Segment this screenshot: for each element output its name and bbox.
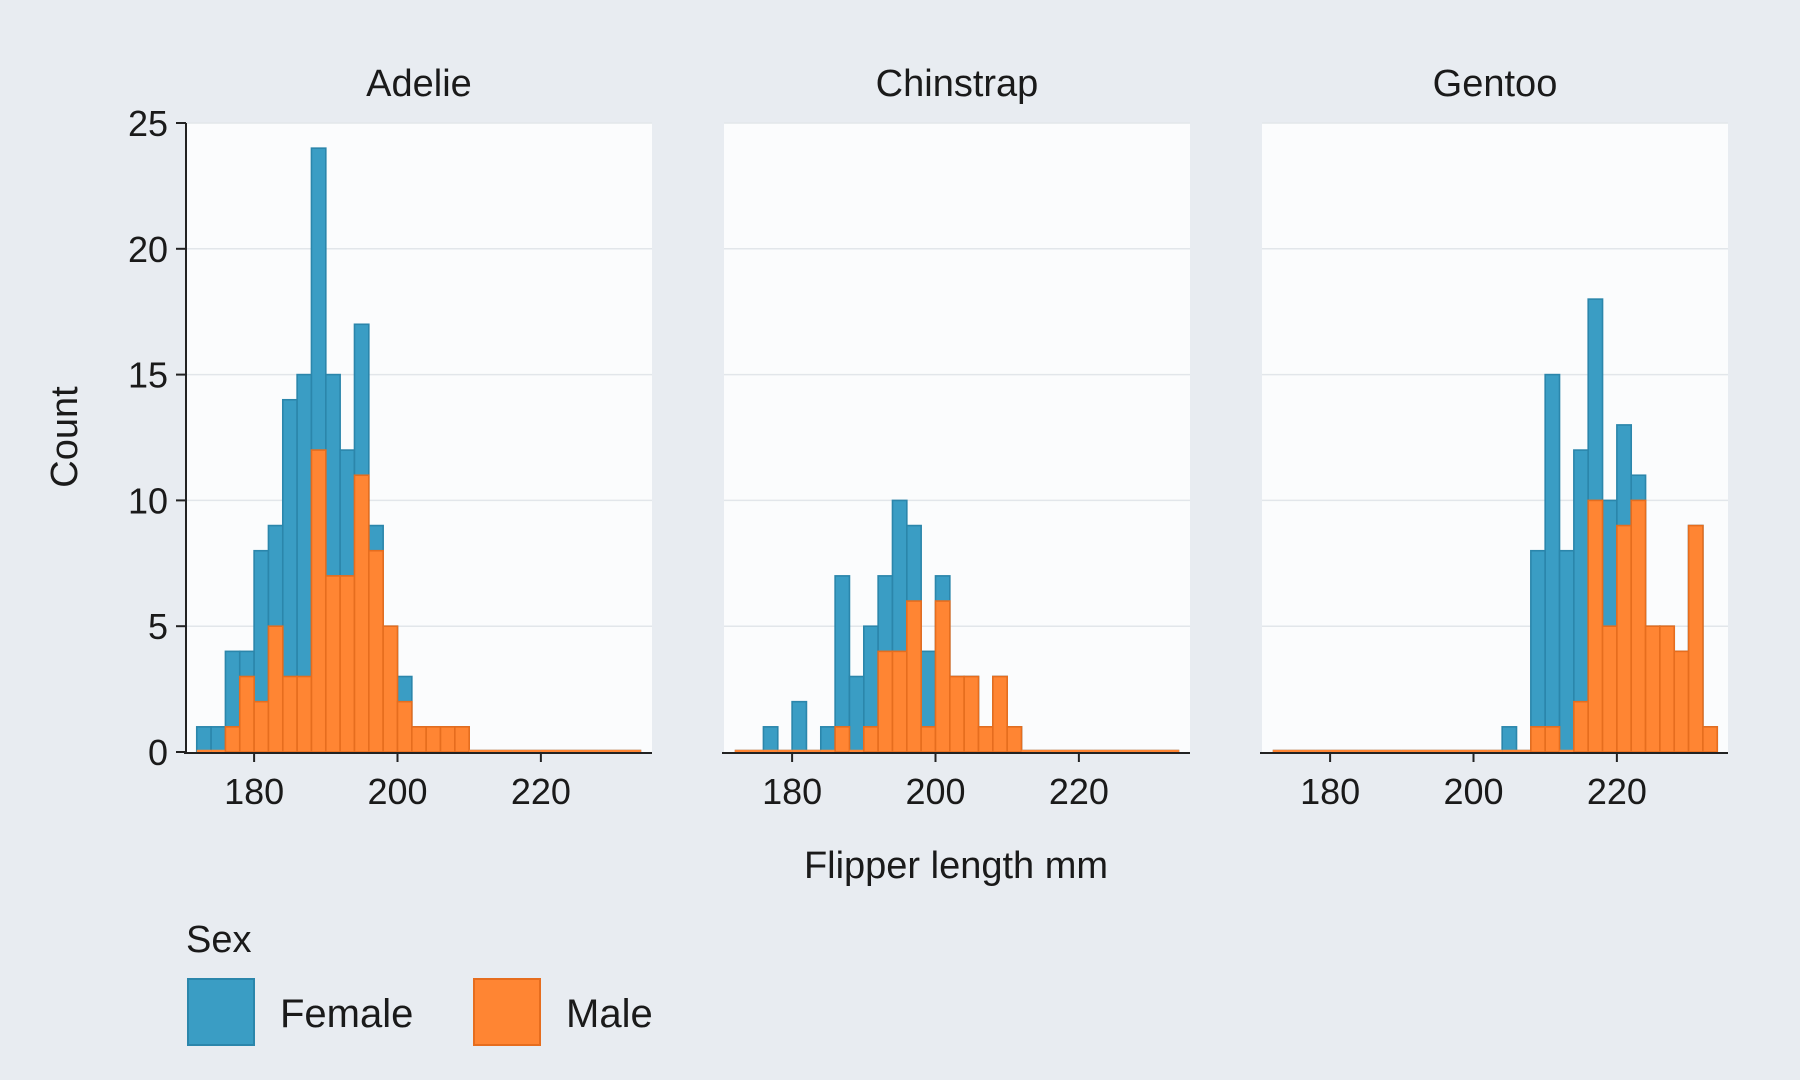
facet-panel-adelie: Adelie 180 200 220 0 5 10 15 20 25 [128, 63, 652, 812]
legend-item-male: Male [473, 978, 653, 1046]
histogram-bar [310, 449, 327, 753]
histogram-bar [1544, 726, 1561, 753]
histogram-bar [253, 700, 270, 753]
histogram-bar [281, 675, 298, 753]
x-tick-label: 220 [1587, 771, 1647, 812]
legend-swatch [473, 978, 541, 1046]
legend-item-female: Female [187, 978, 413, 1046]
histogram-bar [1558, 549, 1575, 753]
x-tick-label: 200 [905, 771, 965, 812]
histogram-bar [396, 700, 413, 753]
y-tick-label: 5 [148, 606, 168, 647]
histogram-bar [353, 474, 370, 753]
legend: Sex Female Male [186, 919, 653, 1046]
histogram-bar [963, 675, 980, 753]
series-male [734, 600, 1180, 753]
facet-title: Chinstrap [876, 63, 1039, 105]
legend-label: Female [280, 992, 413, 1036]
x-tick-label: 180 [762, 771, 822, 812]
x-tick-label: 220 [1049, 771, 1109, 812]
histogram-bar [368, 549, 384, 753]
y-tick-label: 15 [128, 355, 168, 396]
legend-items: Female Male [187, 978, 653, 1046]
histogram-bar [1630, 499, 1647, 753]
legend-label: Male [566, 992, 653, 1036]
histogram-bar [848, 675, 865, 753]
histogram-bar [296, 675, 313, 753]
facet-panel-gentoo: Gentoo 180 200 220 [1260, 63, 1728, 812]
histogram-bar [949, 675, 965, 753]
histogram-bar [992, 675, 1008, 753]
histogram-bar [1673, 650, 1690, 753]
histogram-bar [1601, 625, 1618, 753]
y-axis-label: Count [44, 386, 86, 488]
histogram-bar [834, 726, 851, 753]
histogram-bar [862, 726, 879, 753]
x-tick-label: 220 [511, 771, 571, 812]
histogram-bar [238, 675, 255, 753]
histogram-bar [920, 726, 937, 753]
histogram-bar [224, 726, 241, 753]
panel-background [724, 123, 1190, 752]
histogram-bar [411, 726, 427, 753]
y-tick-label: 10 [128, 480, 168, 521]
y-tick-label: 25 [128, 103, 168, 144]
facet-panels: Adelie 180 200 220 0 5 10 15 20 25 Chinstrap 180 200… [128, 63, 1728, 812]
histogram-bar [762, 726, 779, 753]
series-male [196, 449, 642, 753]
x-tick-label: 200 [367, 771, 427, 812]
histogram-bar [934, 600, 951, 753]
histogram-bar [454, 726, 470, 753]
histogram-bar [1501, 726, 1518, 753]
histogram-bar [1573, 700, 1590, 753]
histogram-bar [1644, 625, 1661, 753]
y-tick-label: 0 [148, 732, 168, 773]
histogram-bar [339, 575, 356, 753]
histogram-bar [834, 575, 851, 753]
facet-panel-chinstrap: Chinstrap 180 200 220 [722, 63, 1190, 812]
histogram-bar [1544, 373, 1561, 753]
legend-title: Sex [186, 919, 251, 961]
histogram-bar [1530, 726, 1546, 753]
histogram-bar [425, 726, 442, 753]
histogram-bar [891, 650, 908, 753]
x-axis-label: Flipper length mm [804, 845, 1108, 887]
legend-swatch [187, 978, 255, 1046]
histogram-bar [1702, 726, 1719, 753]
facet-title: Gentoo [1433, 63, 1558, 105]
histogram-bar [791, 700, 808, 753]
histogram-bar [1687, 524, 1704, 753]
histogram-bar [324, 575, 341, 753]
x-tick-label: 180 [1300, 771, 1360, 812]
histogram-bar [1659, 625, 1676, 753]
histogram-bar [439, 726, 456, 753]
histogram-bar [877, 650, 894, 753]
y-tick-label: 20 [128, 229, 168, 270]
facet-title: Adelie [366, 63, 472, 105]
x-tick-label: 180 [224, 771, 284, 812]
histogram-bar [210, 726, 227, 753]
histogram-bar [906, 600, 922, 753]
histogram-bar [819, 726, 836, 753]
x-tick-label: 200 [1443, 771, 1503, 812]
histogram-bar [195, 726, 212, 753]
histogram-bar [1616, 524, 1633, 753]
histogram-bar [1587, 499, 1604, 753]
histogram-bar [977, 726, 994, 753]
histogram-bar [382, 625, 399, 753]
histogram-bar [267, 625, 284, 753]
histogram-bar [1006, 726, 1023, 753]
histogram-bar [1530, 549, 1546, 753]
